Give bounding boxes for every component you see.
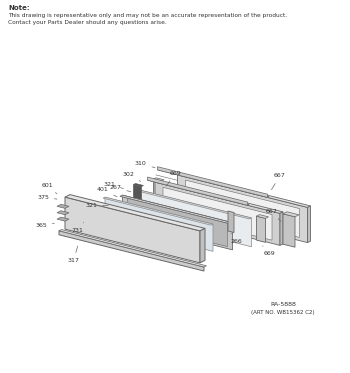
Polygon shape xyxy=(308,206,310,242)
Polygon shape xyxy=(147,177,247,205)
Polygon shape xyxy=(65,197,200,263)
Text: 321: 321 xyxy=(85,203,108,208)
Polygon shape xyxy=(120,195,232,224)
Text: 317: 317 xyxy=(68,246,79,263)
Text: 667: 667 xyxy=(265,209,281,222)
Polygon shape xyxy=(154,179,161,203)
Text: 302: 302 xyxy=(122,172,141,181)
Polygon shape xyxy=(133,184,143,186)
Polygon shape xyxy=(186,180,300,237)
Polygon shape xyxy=(155,181,283,213)
Text: 375: 375 xyxy=(37,195,57,200)
Polygon shape xyxy=(228,211,234,232)
Polygon shape xyxy=(158,167,267,197)
Polygon shape xyxy=(103,197,213,225)
Text: 266: 266 xyxy=(230,233,242,244)
Text: Note:: Note: xyxy=(8,5,30,11)
Text: 731: 731 xyxy=(71,223,84,233)
Polygon shape xyxy=(57,211,69,215)
Polygon shape xyxy=(136,189,252,247)
Text: 365: 365 xyxy=(35,223,54,228)
Polygon shape xyxy=(163,187,272,240)
Text: 669: 669 xyxy=(263,246,275,256)
Polygon shape xyxy=(127,198,228,247)
Polygon shape xyxy=(59,231,204,271)
Polygon shape xyxy=(105,197,213,251)
Polygon shape xyxy=(283,212,299,217)
Polygon shape xyxy=(155,182,280,245)
Text: 667: 667 xyxy=(272,173,286,189)
Polygon shape xyxy=(158,169,269,197)
Polygon shape xyxy=(57,204,69,209)
Text: 669: 669 xyxy=(167,171,181,186)
Polygon shape xyxy=(200,228,205,263)
Text: 401: 401 xyxy=(97,187,117,197)
Polygon shape xyxy=(280,212,283,245)
Polygon shape xyxy=(177,175,308,242)
Text: RA-5888: RA-5888 xyxy=(270,302,296,307)
Polygon shape xyxy=(257,214,268,218)
Text: 310: 310 xyxy=(135,161,155,168)
Polygon shape xyxy=(59,229,206,267)
Polygon shape xyxy=(57,217,69,221)
Polygon shape xyxy=(65,195,205,231)
Text: 321: 321 xyxy=(103,182,123,188)
Polygon shape xyxy=(257,216,266,242)
Text: (ART NO. WB15362 C2): (ART NO. WB15362 C2) xyxy=(251,310,315,315)
Polygon shape xyxy=(147,179,249,205)
Polygon shape xyxy=(133,185,141,210)
Polygon shape xyxy=(283,214,295,247)
Text: 267: 267 xyxy=(110,185,131,192)
Polygon shape xyxy=(122,195,232,250)
Text: This drawing is representative only and may not be an accurate representation of: This drawing is representative only and … xyxy=(8,13,287,18)
Polygon shape xyxy=(154,178,164,181)
Text: 601: 601 xyxy=(41,183,57,194)
Polygon shape xyxy=(177,173,310,207)
Polygon shape xyxy=(134,189,252,219)
Text: Contact your Parts Dealer should any questions arise.: Contact your Parts Dealer should any que… xyxy=(8,20,167,25)
